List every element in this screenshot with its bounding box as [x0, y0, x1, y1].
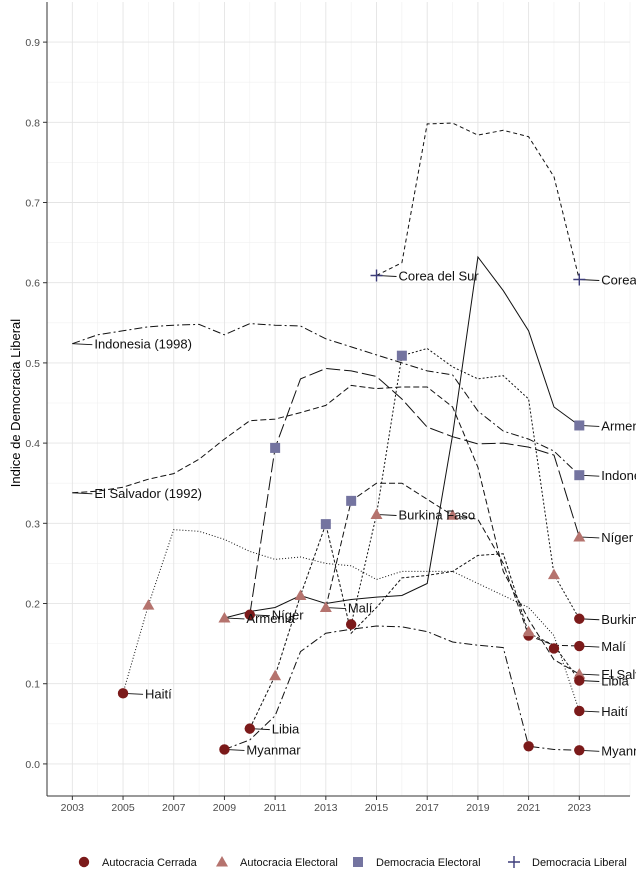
marker-triangle — [522, 625, 535, 637]
marker-circle — [244, 723, 255, 734]
series-label: Níger — [272, 608, 304, 623]
legend-label: Autocracia Cerrada — [102, 857, 198, 869]
series-line — [224, 625, 580, 751]
marker-square — [346, 495, 357, 506]
y-axis-title: Indice de Democracia Liberal — [8, 319, 23, 487]
marker-triangle — [319, 601, 332, 613]
series-label: Armenia — [601, 418, 636, 433]
series-label: Haití — [145, 686, 172, 701]
marker-circle — [219, 744, 230, 755]
series-lines — [72, 122, 580, 751]
series-line — [249, 367, 580, 615]
series-label: Malí — [348, 601, 373, 616]
marker-circle — [523, 741, 534, 752]
marker-triangle — [370, 508, 383, 519]
legend-label: Democracia Electoral — [376, 857, 481, 869]
series-label: El Salvador (1992) — [94, 486, 202, 501]
marker-triangle — [547, 568, 560, 580]
marker-circle — [345, 619, 357, 630]
series-label: Myanmar — [246, 742, 301, 757]
series-line — [224, 255, 580, 619]
series-line — [72, 323, 580, 476]
series-line — [350, 347, 580, 625]
x-tick-label: 2015 — [365, 802, 389, 814]
series-label: Burkina Faso — [399, 507, 476, 522]
marker-triangle — [446, 509, 459, 520]
marker-square — [353, 857, 363, 867]
series-label: Níger — [601, 530, 633, 545]
x-tick-label: 2013 — [314, 802, 338, 814]
marker-circle — [574, 705, 585, 717]
series-label: Libia — [272, 722, 300, 737]
marker-circle — [244, 609, 255, 620]
y-tick-label: 0.3 — [25, 518, 40, 530]
marker-circle — [574, 675, 585, 686]
x-tick-label: 2011 — [264, 802, 287, 814]
marker-plus — [573, 273, 586, 286]
marker-square — [574, 420, 585, 431]
y-tick-label: 0.2 — [25, 599, 40, 611]
y-tick-label: 0.7 — [25, 198, 40, 210]
legend: Autocracia Cerrada Autocracia Electoral De… — [78, 856, 627, 869]
axes: 2003 2005 2007 2009 2011 2013 2015 2017 2019 2021… — [25, 2, 630, 814]
marker-square — [396, 350, 407, 361]
series-label: Myanmar — [601, 743, 636, 758]
x-tick-label: 2019 — [466, 802, 490, 814]
legend-label: Democracia Liberal — [532, 857, 627, 869]
marker-triangle — [573, 530, 586, 542]
label-leader — [72, 343, 93, 346]
x-tick-label: 2005 — [111, 802, 135, 814]
legend-label: Autocracia Electoral — [240, 857, 338, 869]
marker-triangle — [573, 668, 586, 679]
marker-circle — [574, 640, 585, 652]
marker-square — [270, 442, 281, 453]
marker-circle — [574, 745, 585, 756]
marker-plus — [370, 269, 383, 282]
series-labels: Corea del Sur Corea del Sur Indonesia (199… — [94, 268, 636, 758]
label-leader — [72, 492, 93, 495]
series-label: Indonesia (1998) — [94, 337, 192, 352]
x-tick-label: 2021 — [517, 802, 541, 814]
y-tick-label: 0.4 — [25, 438, 40, 450]
y-tick-label: 0.8 — [25, 117, 40, 129]
marker-circle — [548, 643, 560, 654]
series-line — [72, 384, 580, 675]
marker-triangle — [269, 669, 282, 681]
series-label: Burkina Faso — [601, 612, 636, 627]
marker-circle — [78, 856, 90, 868]
marker-triangle — [142, 599, 155, 610]
marker-circle — [574, 613, 585, 624]
marker-square — [320, 519, 331, 530]
series-label: Haití — [601, 704, 628, 719]
series-label: Libia — [601, 674, 629, 689]
marker-square — [574, 470, 585, 481]
marker-circle — [117, 688, 129, 699]
x-tick-label: 2023 — [568, 802, 592, 814]
marker-triangle — [216, 856, 228, 867]
series-label: Indonesia — [601, 468, 636, 483]
y-tick-label: 0.0 — [25, 759, 40, 771]
series-label: Corea del Sur — [601, 272, 636, 287]
marker-triangle — [218, 611, 231, 623]
series-label: Corea del Sur — [399, 268, 480, 283]
y-tick-label: 0.6 — [25, 278, 40, 290]
x-tick-label: 2017 — [416, 802, 440, 814]
y-tick-label: 0.9 — [25, 37, 40, 49]
x-tick-label: 2003 — [61, 802, 85, 814]
y-tick-label: 0.1 — [25, 679, 40, 691]
series-label: Malí — [601, 639, 626, 654]
grid — [46, 2, 631, 796]
series-label: El Salvador — [601, 667, 636, 682]
series-markers — [117, 269, 586, 756]
x-tick-label: 2009 — [213, 802, 237, 814]
marker-triangle — [294, 589, 307, 600]
series-label: Armenia — [246, 611, 295, 626]
series-line — [249, 522, 580, 729]
marker-plus — [508, 856, 520, 868]
y-tick-label: 0.5 — [25, 358, 40, 370]
x-tick-label: 2007 — [162, 802, 186, 814]
